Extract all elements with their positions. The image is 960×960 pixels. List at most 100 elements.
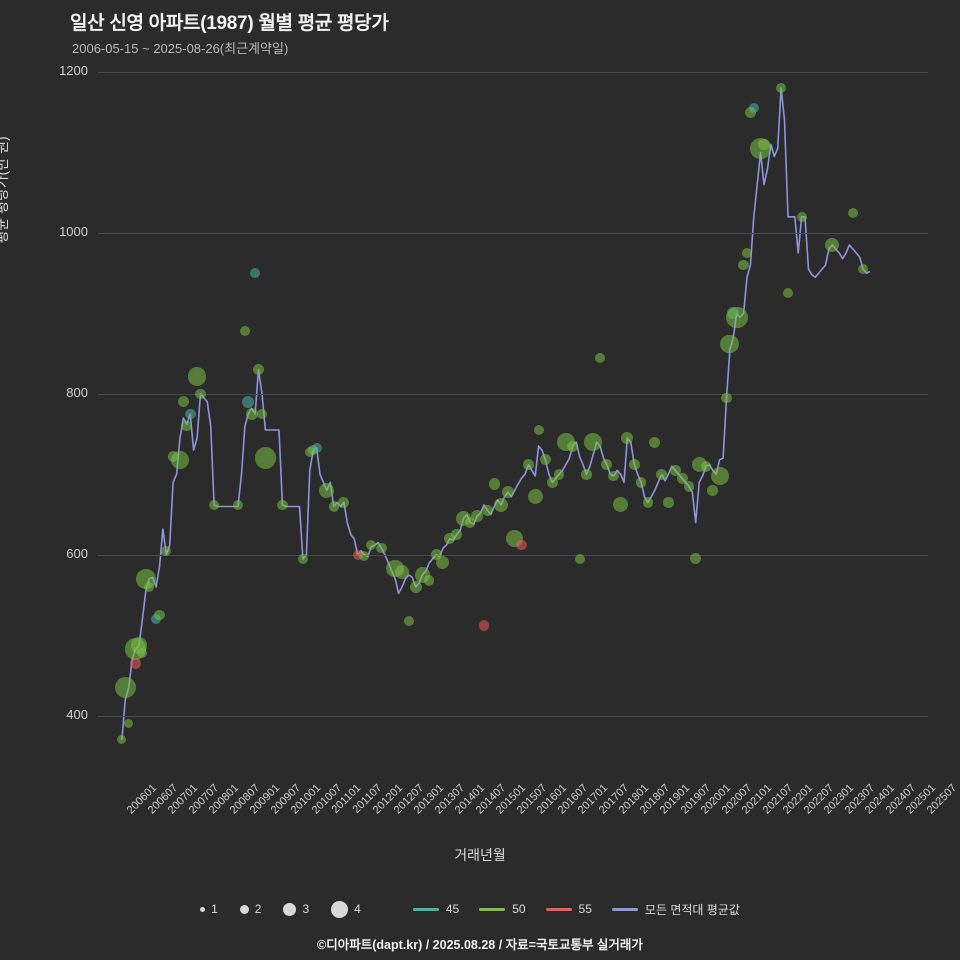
legend-size-item[interactable]: 2 — [239, 902, 262, 916]
legend-line-swatch-icon — [479, 907, 506, 911]
scatter-point — [741, 247, 753, 259]
legend-series-label: 45 — [445, 902, 460, 916]
legend-size-dot-icon — [331, 900, 349, 918]
scatter-point — [376, 543, 387, 554]
legend-series-item[interactable]: 55 — [545, 902, 592, 916]
scatter-point — [232, 499, 244, 510]
scatter-point — [478, 620, 490, 631]
scatter-point — [758, 138, 770, 150]
scatter-point — [581, 468, 592, 480]
scatter-point — [527, 489, 543, 505]
scatter-point — [311, 442, 322, 453]
scatter-point — [444, 533, 456, 545]
scatter-point — [621, 432, 634, 445]
scatter-point — [465, 517, 476, 528]
scatter-point — [245, 407, 258, 420]
scatter-point — [209, 499, 220, 510]
legend-size-item[interactable]: 3 — [283, 902, 309, 916]
grid-line — [98, 393, 928, 395]
x-axis-label: 거래년월 — [454, 847, 506, 863]
scatter-point — [436, 556, 450, 570]
legend-size-dot-icon — [200, 906, 206, 912]
scatter-point — [154, 610, 165, 621]
scatter-point — [117, 735, 127, 745]
scatter-point — [409, 580, 422, 593]
scatter-point — [161, 545, 172, 556]
legend-series-label: 50 — [512, 902, 526, 916]
scatter-point — [252, 364, 265, 376]
scatter-point — [481, 504, 493, 517]
scatter-point — [471, 510, 484, 523]
scatter-point — [184, 408, 196, 420]
scatter-point — [144, 581, 155, 593]
scatter-point — [546, 476, 558, 488]
scatter-point — [539, 454, 551, 466]
scatter-point — [195, 388, 206, 400]
scatter-point — [683, 481, 695, 492]
legend-size-dot-icon — [239, 904, 249, 914]
y-tick-label: 1200 — [59, 63, 88, 78]
scatter-point — [424, 575, 435, 586]
scatter-point — [338, 496, 350, 508]
scatter-point — [738, 260, 749, 271]
y-tick-label: 800 — [66, 384, 88, 400]
scatter-point — [725, 306, 748, 329]
y-tick-label: 600 — [66, 545, 88, 561]
legend-size-label: 4 — [354, 902, 361, 916]
scatter-point — [776, 83, 787, 94]
legend-series-label: 모든 면적대 평균값 — [644, 902, 740, 917]
legend-series-item[interactable]: 모든 면적대 평균값 — [611, 901, 740, 918]
legend-line-swatch-icon — [545, 907, 572, 911]
scatter-point — [608, 470, 620, 482]
legend-size-label: 1 — [211, 902, 218, 916]
legend-line-swatch-icon — [412, 907, 439, 911]
scatter-point — [663, 497, 674, 508]
scatter-point — [516, 540, 527, 551]
scatter-point — [124, 719, 134, 729]
y-tick-label: 400 — [66, 706, 88, 722]
legend-series-label: 55 — [578, 902, 592, 916]
legend-series-item[interactable]: 50 — [479, 902, 526, 916]
scatter-point — [394, 565, 409, 580]
scatter-point — [601, 459, 613, 471]
scatter-point — [239, 326, 250, 337]
scatter-point — [501, 485, 514, 499]
scatter-point — [628, 459, 640, 470]
grid-line — [98, 715, 928, 717]
legend-size-item[interactable]: 4 — [331, 900, 361, 918]
chart-subtitle: 2006-05-15 ~ 2025-08-26(최근계약일) — [72, 41, 289, 56]
legend-size-label: 2 — [254, 902, 262, 916]
plot-area — [98, 72, 928, 772]
scatter-point — [137, 647, 148, 658]
scatter-point — [114, 676, 136, 699]
scatter-point — [250, 268, 261, 279]
series-lines — [121, 87, 871, 740]
scatter-point — [748, 103, 759, 114]
legend-size-dot-icon — [283, 902, 297, 916]
scatter-point — [523, 459, 534, 470]
legend-series-item[interactable]: 45 — [412, 902, 460, 916]
y-axis-label: 평균 평당가(만 원) — [0, 136, 10, 244]
chart-legend: 1 2 3 4 45 50 55 모든 면적대 평균값 — [0, 893, 960, 925]
grid-line — [98, 232, 928, 234]
legend-size-item[interactable]: 1 — [200, 902, 218, 916]
scatter-point — [533, 424, 544, 436]
scatter-point — [319, 482, 335, 498]
scatter-point — [649, 436, 661, 448]
scatter-point — [129, 657, 142, 670]
scatter-point — [642, 497, 654, 508]
footer-credit: ©디아파트(dapt.kr) / 2025.08.28 / 자료=국토교통부 실… — [317, 938, 643, 952]
scatter-point — [242, 395, 255, 408]
scatter-point — [635, 477, 647, 488]
scatter-point — [430, 549, 442, 561]
y-tick-label: 1000 — [59, 223, 88, 239]
scatter-point — [254, 447, 277, 470]
scatter-point — [494, 497, 509, 512]
scatter-point — [825, 237, 840, 252]
scatter-point — [656, 468, 668, 480]
scatter-point — [352, 549, 363, 560]
scatter-point — [277, 499, 288, 510]
scatter-point — [584, 433, 603, 452]
scatter-point — [595, 352, 606, 363]
